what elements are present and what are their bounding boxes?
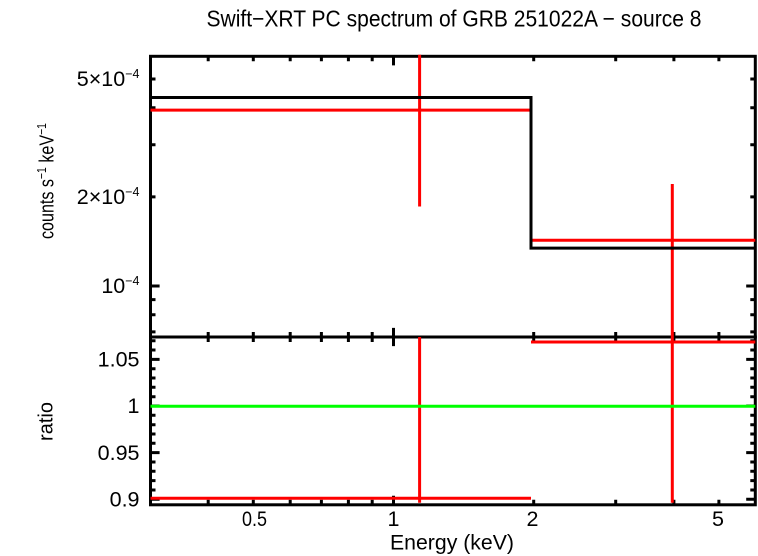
svg-text:5: 5: [712, 507, 724, 531]
svg-text:Energy (keV): Energy (keV): [390, 531, 514, 555]
svg-text:ratio: ratio: [36, 402, 58, 441]
svg-text:0.5: 0.5: [242, 507, 267, 531]
svg-text:1: 1: [388, 507, 400, 531]
svg-text:0.95: 0.95: [98, 441, 140, 465]
svg-text:1: 1: [128, 394, 140, 418]
svg-text:0.9: 0.9: [110, 488, 140, 512]
svg-text:Swift−XRT PC spectrum of GRB 2: Swift−XRT PC spectrum of GRB 251022A − s…: [207, 5, 702, 31]
svg-text:counts s−1 keV−1: counts s−1 keV−1: [34, 123, 59, 239]
svg-text:2: 2: [527, 507, 539, 531]
svg-text:1.05: 1.05: [98, 348, 140, 372]
